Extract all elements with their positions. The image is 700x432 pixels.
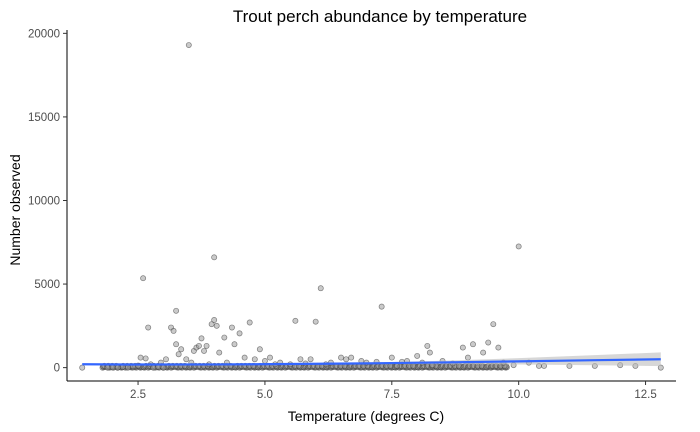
data-point (142, 355, 149, 362)
y-tick-label: 5000 (34, 279, 60, 291)
data-point (160, 364, 167, 371)
x-tick-label: 5.0 (257, 389, 273, 401)
data-point (424, 342, 431, 349)
data-point (495, 344, 502, 351)
data-point (195, 342, 202, 349)
data-point (198, 335, 205, 342)
data-point (170, 327, 177, 334)
confidence-band (82, 352, 661, 367)
data-point (173, 307, 180, 314)
data-point (145, 324, 152, 331)
data-point (201, 347, 207, 354)
data-point (480, 349, 487, 356)
y-tick-label: 10000 (28, 195, 60, 207)
data-point (515, 243, 522, 250)
data-point (378, 303, 385, 310)
data-point (307, 356, 314, 363)
data-point (173, 341, 180, 348)
data-point (175, 351, 182, 358)
data-point (213, 322, 220, 329)
data-point (216, 349, 223, 356)
data-point (163, 356, 169, 363)
data-point (228, 324, 235, 331)
data-point (459, 344, 466, 351)
data-point (211, 254, 218, 261)
data-point (185, 42, 192, 48)
smooth-line (82, 358, 661, 366)
data-point (485, 339, 492, 346)
data-point (246, 319, 253, 326)
data-point (208, 321, 215, 328)
data-point (104, 364, 111, 371)
data-point (79, 364, 86, 371)
y-tick-label: 0 (54, 363, 60, 375)
data-point (137, 354, 144, 361)
data-point (231, 341, 238, 348)
data-point (464, 354, 471, 361)
data-point (490, 321, 497, 328)
data-point (317, 285, 324, 292)
data-point (256, 346, 263, 353)
data-point (221, 334, 228, 341)
x-tick-label: 10.0 (507, 389, 529, 401)
data-point (470, 341, 476, 348)
data-point (292, 317, 299, 324)
data-point (414, 352, 421, 359)
y-tick-label: 15000 (28, 112, 60, 124)
data-point (178, 346, 185, 353)
data-point (426, 349, 433, 356)
data-point (236, 330, 243, 337)
data-point (312, 318, 319, 325)
x-tick-label: 12.5 (634, 389, 656, 401)
data-point (297, 356, 304, 363)
data-point (338, 354, 344, 361)
data-point (388, 354, 395, 361)
data-point (114, 364, 121, 371)
chart-title: Trout perch abundance by temperature (233, 7, 527, 26)
x-axis-label: Temperature (degrees C) (288, 408, 444, 424)
data-point (140, 275, 147, 282)
y-tick-label: 20000 (28, 28, 60, 40)
data-point (183, 356, 190, 363)
data-point (343, 356, 350, 363)
data-point (109, 364, 116, 371)
x-tick-label: 7.5 (384, 389, 400, 401)
data-point (267, 354, 273, 361)
data-point (251, 356, 258, 363)
data-point (211, 317, 218, 323)
data-point (241, 354, 248, 361)
plot-area (79, 42, 664, 371)
data-point (124, 364, 131, 371)
x-tick-label: 2.5 (130, 389, 146, 401)
axes: 2.5 5.0 7.5 10.0 12.5 0 5000 10000 15000 20000 (28, 28, 676, 401)
data-point (348, 354, 355, 361)
y-axis-label: Number observed (7, 154, 23, 265)
data-point (203, 342, 210, 349)
data-point (150, 364, 157, 371)
data-point (261, 357, 268, 364)
